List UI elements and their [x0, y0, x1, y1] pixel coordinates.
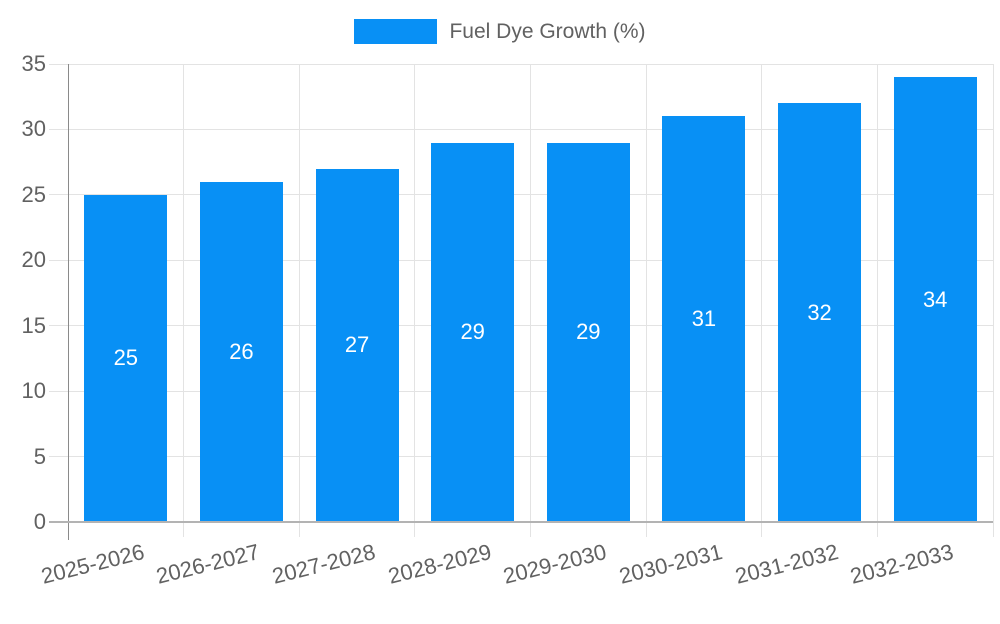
x-gridline [183, 64, 185, 537]
legend-swatch [354, 19, 438, 44]
y-gridline [49, 390, 993, 392]
y-gridline [49, 128, 993, 130]
y-gridline [49, 63, 993, 65]
x-gridline [992, 64, 994, 537]
y-axis-line [68, 64, 69, 540]
bar-value-label: 26 [229, 338, 254, 364]
bar-value-label: 29 [460, 319, 485, 345]
y-tick-label: 30 [21, 116, 46, 142]
bar-value-label: 29 [576, 319, 601, 345]
x-gridline [645, 64, 647, 537]
bar-value-label: 32 [807, 299, 832, 325]
bar[interactable]: 25 [84, 194, 168, 522]
y-tick-label: 35 [21, 51, 46, 76]
legend-label: Fuel Dye Growth (%) [449, 19, 646, 43]
y-gridline [49, 325, 993, 327]
bar[interactable]: 27 [315, 168, 399, 522]
bar[interactable]: 32 [778, 103, 862, 522]
legend-item[interactable]: Fuel Dye Growth (%) [0, 19, 1000, 44]
bar[interactable]: 26 [199, 181, 283, 522]
y-gridline [49, 456, 993, 458]
y-gridline [49, 194, 993, 196]
bar[interactable]: 29 [546, 142, 630, 522]
bar-value-label: 31 [691, 306, 717, 332]
bar-chart: Fuel Dye Growth (%) 0 5 10 15 20 25 30 35 25 2025… [0, 19, 1000, 589]
bar-value-label: 25 [113, 345, 139, 371]
plot-area: 0 5 10 15 20 25 30 35 25 2025-2026 26 2026-2027 27 20… [22, 51, 994, 589]
bar-value-label: 27 [344, 332, 370, 358]
x-axis-line [49, 521, 993, 523]
x-gridline [876, 64, 878, 537]
y-gridline [49, 259, 993, 261]
x-gridline [530, 64, 531, 537]
y-tick-label: 0 [33, 509, 46, 534]
bar[interactable]: 29 [431, 142, 515, 522]
y-tick-label: 25 [21, 181, 46, 207]
y-tick-label: 20 [21, 247, 46, 273]
bar[interactable]: 34 [893, 77, 977, 522]
x-gridline [761, 64, 763, 537]
y-tick-label: 15 [21, 312, 46, 338]
y-tick-label: 10 [21, 378, 46, 404]
y-tick-label: 5 [33, 443, 46, 469]
bar-value-label: 34 [922, 286, 948, 312]
bar[interactable]: 31 [662, 116, 746, 522]
x-gridline [414, 64, 416, 537]
x-gridline [298, 64, 300, 537]
